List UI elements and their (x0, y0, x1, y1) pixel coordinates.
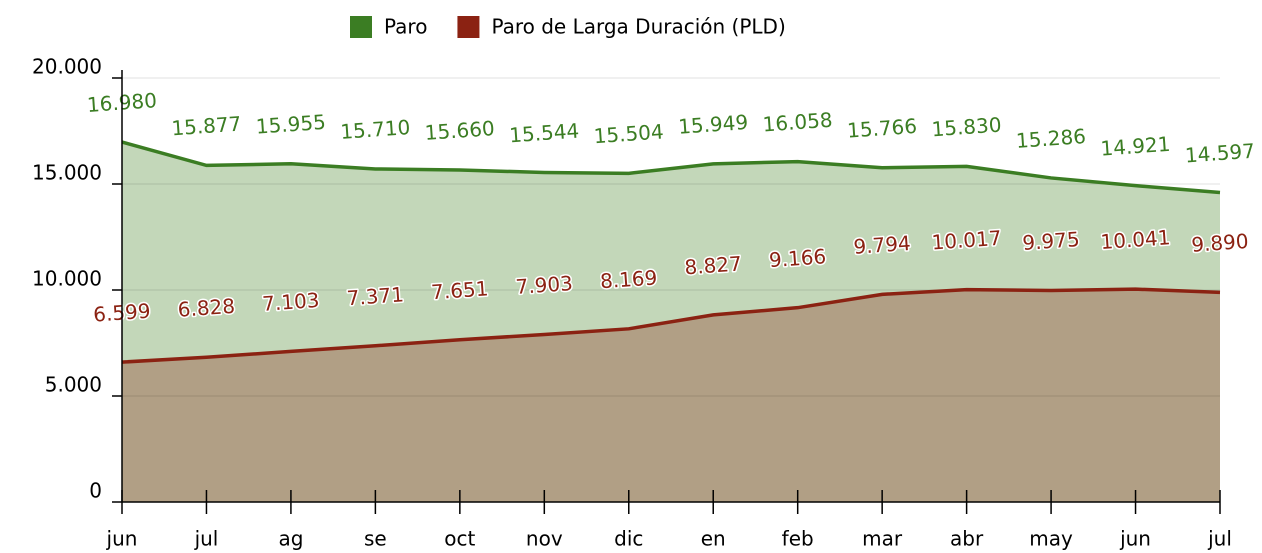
x-tick-label: feb (782, 527, 814, 551)
data-label: 16.058 (762, 108, 833, 137)
data-label: 14.921 (1100, 132, 1171, 161)
y-tick-label: 10.000 (32, 267, 102, 291)
data-label: 7.371 (346, 282, 405, 310)
data-label: 7.103 (261, 288, 320, 316)
x-tick-label: jun (106, 527, 138, 551)
area (122, 289, 1220, 502)
legend-label: Paro de Larga Duración (PLD) (491, 15, 785, 39)
data-label: 15.877 (171, 111, 242, 140)
data-label: 6.828 (177, 294, 236, 322)
x-tick-label: jul (1207, 527, 1232, 551)
x-tick-label: jun (1119, 527, 1151, 551)
data-label: 9.975 (1022, 227, 1081, 255)
x-tick-label: en (701, 527, 726, 551)
x-tick-label: mar (862, 527, 903, 551)
data-label: 15.766 (846, 114, 917, 143)
data-label: 9.794 (853, 231, 912, 259)
data-label: 15.830 (931, 112, 1002, 141)
legend-swatch (350, 16, 372, 38)
data-label: 10.041 (1100, 225, 1171, 254)
y-tick-label: 20.000 (32, 55, 102, 79)
data-label: 9.890 (1190, 229, 1249, 257)
data-label: 15.949 (677, 110, 748, 139)
x-tick-label: oct (444, 527, 475, 551)
y-tick-label: 5.000 (45, 373, 102, 397)
y-tick-label: 0 (89, 479, 102, 503)
x-tick-label: jul (194, 527, 219, 551)
x-tick-label: se (364, 527, 387, 551)
x-tick-label: abr (950, 527, 984, 551)
data-label: 15.544 (508, 119, 579, 148)
data-label: 15.710 (340, 115, 411, 144)
legend-label: Paro (384, 15, 427, 39)
data-label: 8.827 (684, 251, 743, 279)
x-tick-label: nov (526, 527, 563, 551)
data-label: 14.597 (1184, 139, 1255, 168)
data-label: 15.660 (424, 116, 495, 145)
x-tick-label: dic (614, 527, 643, 551)
line (121, 140, 1221, 195)
data-label: 15.955 (255, 110, 326, 139)
y-tick-label: 15.000 (32, 161, 102, 185)
data-label: 15.286 (1015, 124, 1086, 153)
x-tick-label: may (1029, 527, 1073, 551)
x-tick-label: ag (278, 527, 303, 551)
data-label: 7.903 (515, 271, 574, 299)
data-label: 10.017 (931, 226, 1002, 255)
data-label: 7.651 (430, 276, 489, 304)
data-label: 8.169 (599, 265, 658, 293)
line (121, 287, 1221, 364)
data-label: 9.166 (768, 244, 827, 272)
legend-swatch (457, 16, 480, 38)
data-label: 15.504 (593, 119, 664, 148)
